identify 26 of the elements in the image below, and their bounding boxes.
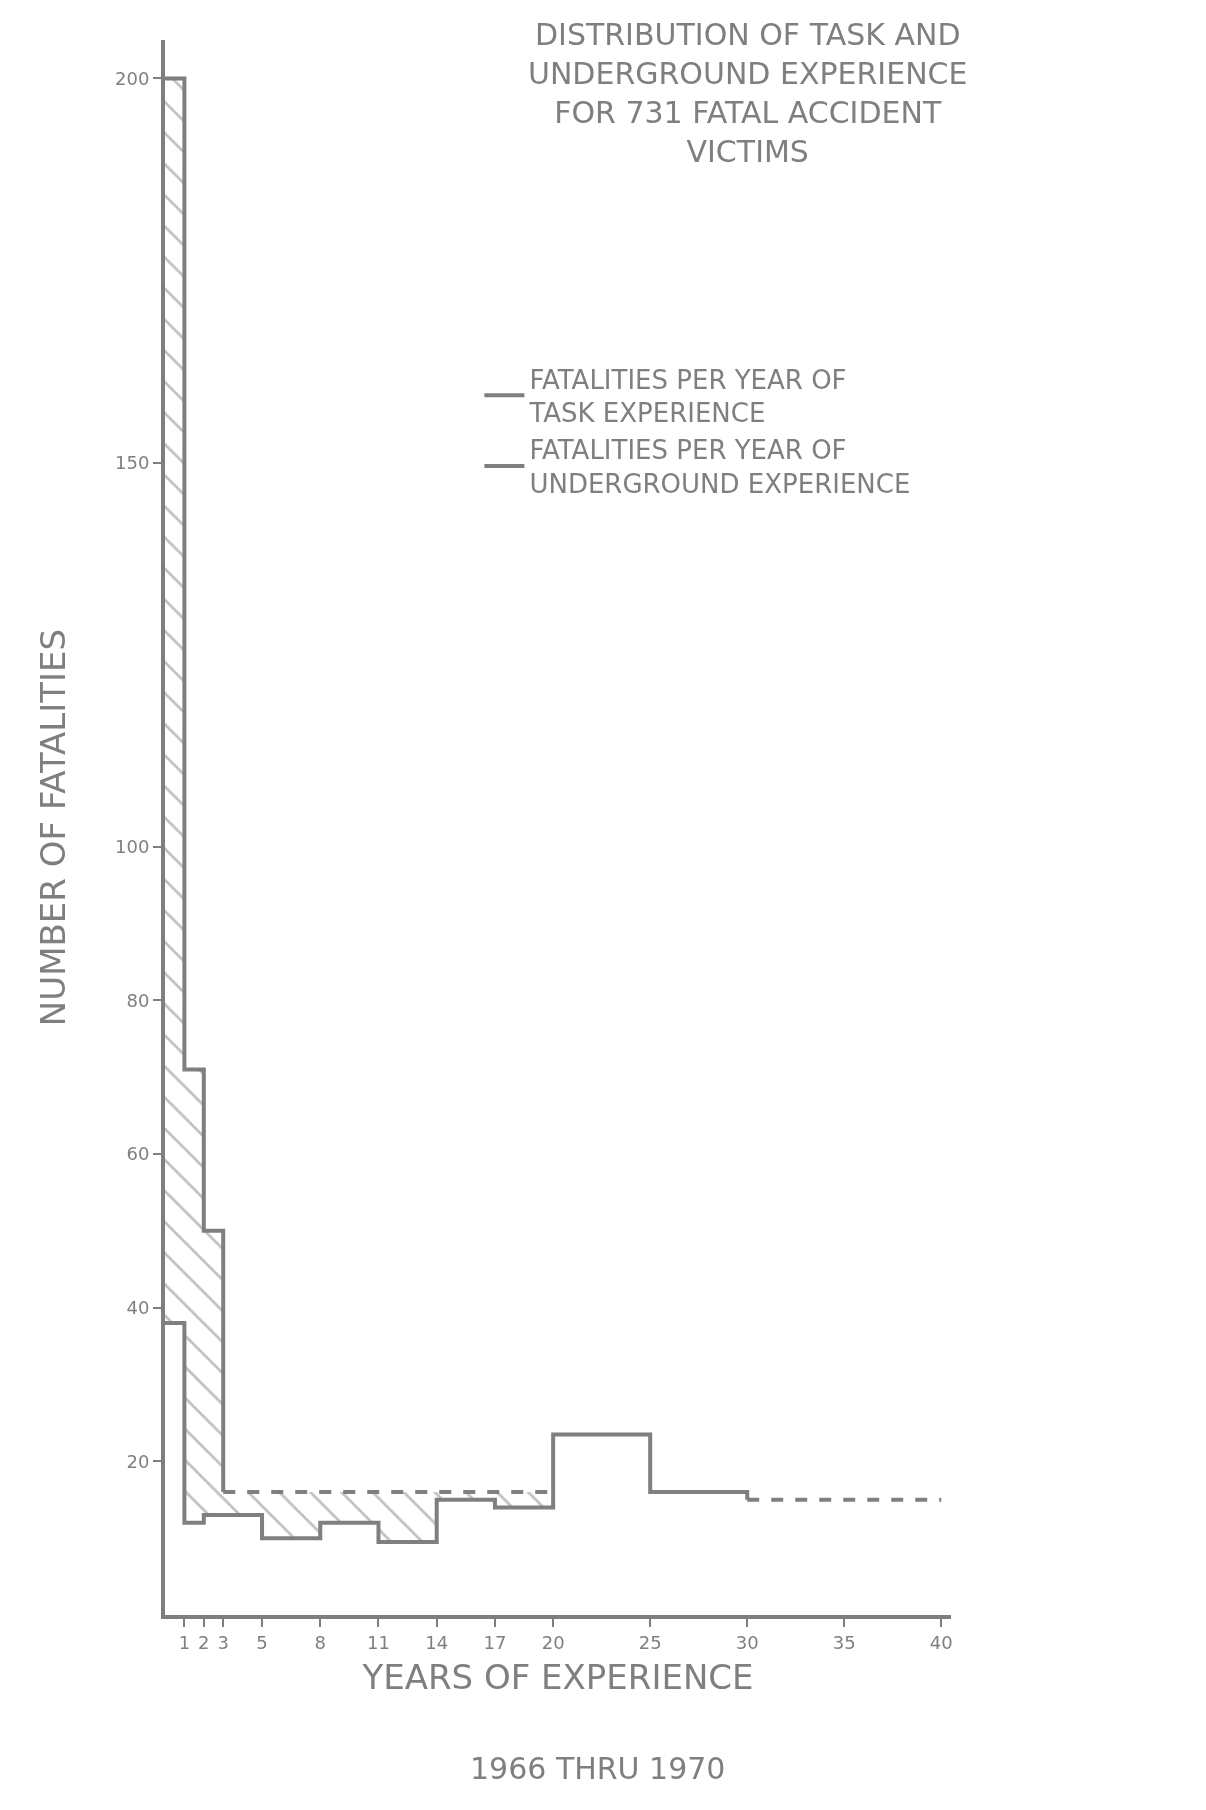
x-tick-label: 5: [256, 1631, 268, 1653]
y-tick-label: 60: [126, 1143, 150, 1165]
x-axis-title: YEARS OF EXPERIENCE: [361, 1657, 754, 1698]
legend-label: FATALITIES PER YEAR OF TASK EXPERIENCE: [528, 364, 847, 429]
x-tick-label: 17: [483, 1631, 507, 1653]
legend-label: FATALITIES PER YEAR OF UNDERGROUND EXPERIENCE: [529, 435, 911, 499]
x-tick-label: 8: [314, 1631, 326, 1653]
text: DISTRIBUTION OF TASK AND UNDERGROUND EXPERIENCE FOR 731 FATAL ACCIDENT VICTIMS: [527, 17, 968, 170]
x-tick-label: 11: [367, 1631, 390, 1653]
text: 1966 THRU 1970: [470, 1751, 726, 1786]
x-tick-label: 1: [178, 1631, 191, 1653]
x-tick-label: 14: [425, 1631, 449, 1653]
x-tick-label: 20: [541, 1631, 565, 1653]
y-tick-label: 80: [126, 989, 150, 1011]
x-tick-label: 3: [217, 1631, 229, 1653]
x-tick-label: 30: [735, 1631, 759, 1653]
y-tick-label: 20: [126, 1450, 150, 1472]
x-tick-label: 40: [929, 1631, 953, 1653]
x-tick-label: 25: [638, 1631, 662, 1653]
y-axis-title: NUMBER OF FATALITIES: [33, 628, 74, 1027]
y-tick-label: 100: [115, 836, 150, 858]
y-tick-label: 40: [126, 1296, 150, 1318]
y-tick-label: 150: [115, 451, 150, 473]
x-tick-label: 35: [832, 1631, 856, 1653]
x-tick-label: 2: [198, 1631, 210, 1653]
y-tick-label: 200: [115, 67, 150, 89]
